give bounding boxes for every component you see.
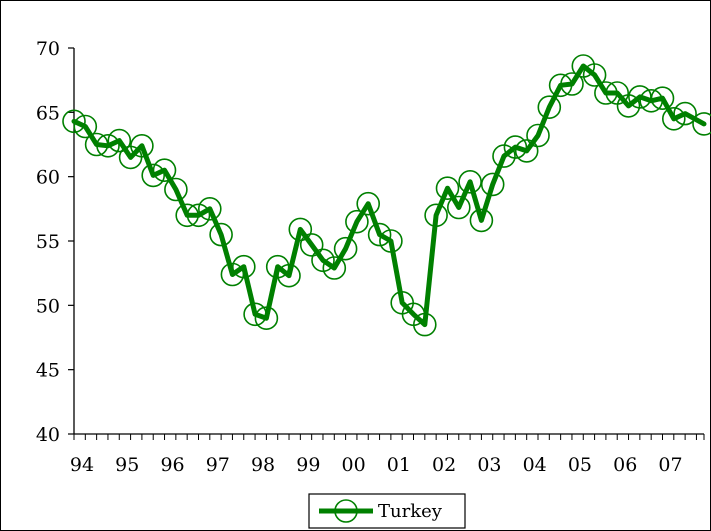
- data-point-marker: [650, 86, 675, 110]
- y-tick-label: 70: [36, 38, 60, 60]
- data-point-marker: [367, 222, 392, 247]
- data-point-marker: [152, 158, 177, 182]
- data-point-marker: [333, 236, 358, 261]
- data-point-marker: [594, 81, 618, 105]
- data-point-marker: [661, 107, 686, 131]
- data-point-marker: [209, 222, 233, 247]
- data-point-marker: [254, 306, 279, 331]
- data-point-marker: [243, 302, 267, 327]
- x-tick-label: 95: [115, 454, 139, 476]
- data-point-marker: [96, 134, 120, 158]
- data-point-marker: [548, 73, 573, 98]
- data-point-marker: [673, 101, 697, 126]
- data-point-marker: [692, 112, 711, 136]
- legend-marker-sample: [334, 499, 358, 523]
- data-point-marker: [480, 172, 505, 197]
- x-tick-label: 03: [477, 454, 501, 476]
- data-point-marker: [356, 191, 381, 216]
- y-tick-label: 60: [36, 167, 60, 189]
- data-point-marker: [322, 256, 347, 280]
- y-tick-label: 40: [36, 424, 60, 446]
- x-tick-label: 98: [251, 454, 275, 476]
- legend: Turkey: [308, 493, 466, 529]
- data-point-marker: [345, 209, 369, 234]
- data-point-marker: [277, 263, 301, 288]
- x-tick-label: 05: [568, 454, 592, 476]
- data-point-marker: [232, 254, 256, 279]
- x-tick-label: 01: [387, 454, 411, 476]
- data-point-marker: [582, 63, 607, 87]
- y-tick-label: 45: [36, 360, 60, 382]
- data-point-marker: [130, 134, 154, 158]
- x-tick-label: 02: [432, 454, 456, 476]
- y-tick-label: 55: [36, 231, 60, 253]
- y-tick-label: 50: [36, 295, 60, 317]
- data-point-marker: [412, 312, 437, 337]
- data-point-marker: [84, 132, 109, 157]
- data-point-marker: [198, 197, 222, 221]
- data-point-marker: [639, 89, 664, 113]
- data-point-marker: [514, 139, 539, 163]
- data-point-marker: [288, 217, 313, 242]
- x-tick-label: 00: [342, 454, 366, 476]
- x-tick-label: 06: [613, 454, 637, 476]
- data-point-marker: [164, 177, 188, 202]
- data-point-marker: [435, 176, 460, 200]
- data-point-marker: [107, 128, 132, 153]
- data-point-marker: [141, 163, 165, 188]
- x-tick-label: 96: [160, 454, 184, 476]
- x-tick-label: 07: [658, 454, 682, 476]
- x-tick-label: 99: [296, 454, 320, 476]
- data-point-marker: [379, 229, 403, 253]
- data-point-marker: [469, 208, 494, 233]
- data-point-marker: [503, 135, 528, 159]
- data-point-marker: [220, 262, 245, 287]
- data-point-marker: [560, 72, 584, 96]
- data-point-marker: [186, 203, 211, 228]
- data-point-marker: [299, 233, 324, 257]
- y-ticks: 40 45 50 55 60 65 70: [36, 38, 74, 446]
- data-point-marker: [526, 123, 550, 148]
- x-tick-label: 04: [523, 454, 547, 476]
- series-line-turkey: [71, 63, 707, 328]
- x-tick-label: 97: [206, 454, 230, 476]
- data-point-marker: [73, 114, 98, 139]
- data-point-marker: [424, 203, 448, 228]
- x-tick-label: 94: [70, 454, 94, 476]
- y-tick-label: 65: [36, 102, 60, 124]
- data-point-marker: [537, 95, 562, 119]
- x-ticks: 94 95 96 97 98 99 00 01 02 03 04 05 06 07: [70, 434, 705, 476]
- data-point-marker: [175, 203, 199, 228]
- series-layer: [62, 54, 711, 337]
- data-point-marker: [62, 109, 86, 134]
- legend-label-turkey: Turkey: [378, 501, 443, 522]
- data-point-marker: [458, 170, 482, 194]
- data-point-marker: [446, 195, 471, 220]
